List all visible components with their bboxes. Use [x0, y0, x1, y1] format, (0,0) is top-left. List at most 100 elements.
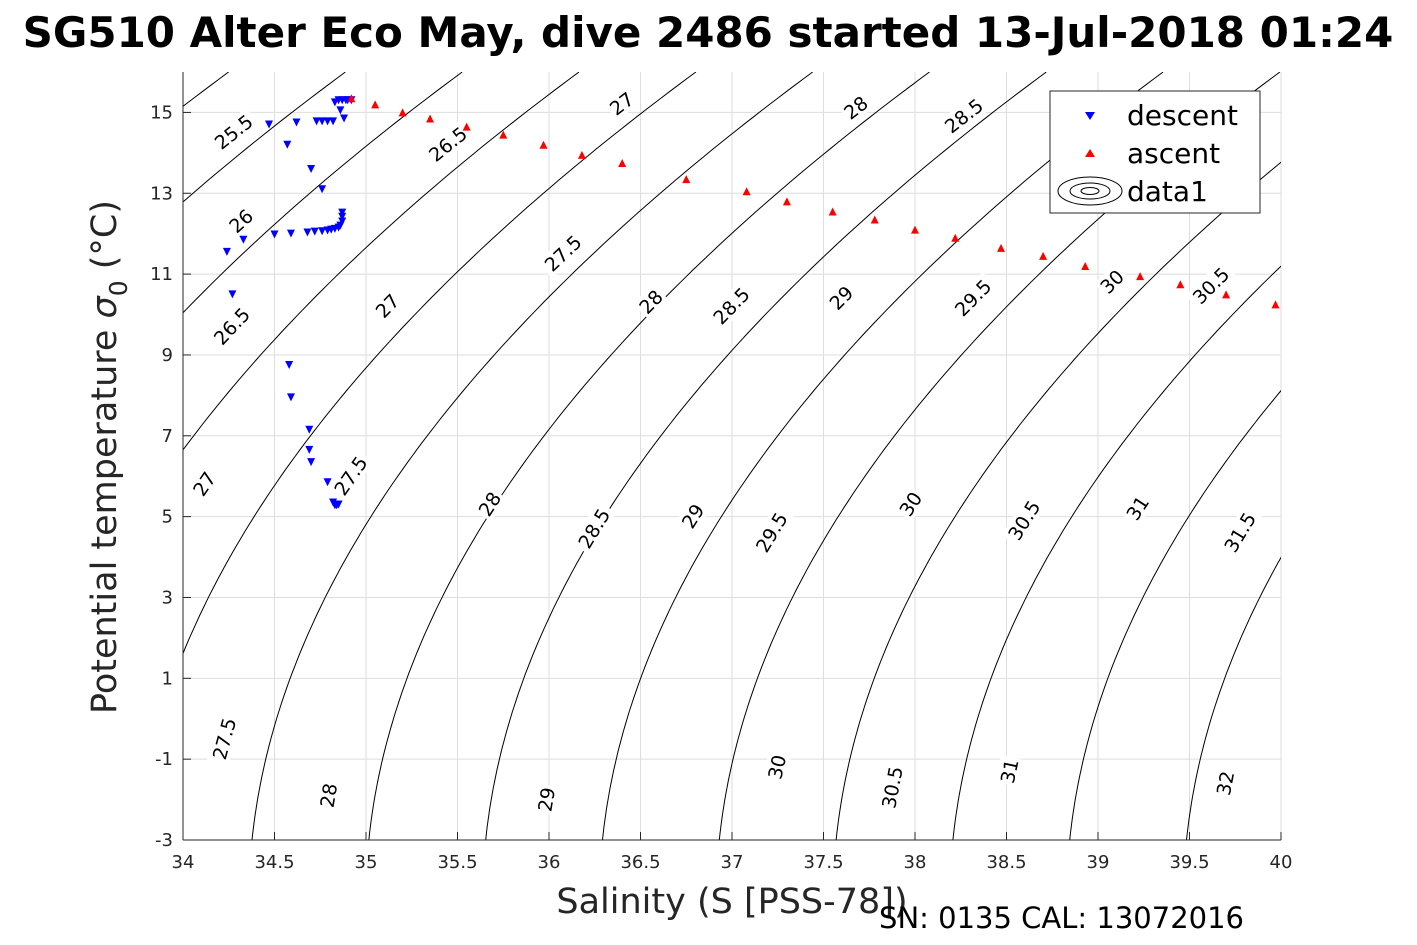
descent-point [228, 290, 237, 299]
descent-point [323, 117, 332, 126]
contour-label-bg [533, 783, 560, 816]
contour-label-bg [327, 448, 374, 503]
footer-note: SN: 0135 CAL: 13072016 [879, 901, 1244, 935]
contour-label-text: 29 [534, 786, 560, 814]
contour-label-bg [223, 203, 259, 239]
ascent-point [347, 94, 356, 103]
contour-label-bg [1217, 505, 1263, 560]
ascent-point [997, 243, 1006, 252]
legend: descent ascent data1 [1049, 90, 1261, 214]
descent-point [338, 212, 347, 221]
svg-text:Potential temperature σ0 (°C): Potential temperature σ0 (°C) [85, 200, 133, 714]
y-axis-label-space-2 [85, 269, 125, 280]
descent-point [330, 98, 339, 107]
x-tick-label: 35.5 [437, 852, 477, 873]
contour-label-bg [675, 498, 710, 534]
contour-line-32 [1186, 556, 1281, 840]
descent-point [334, 500, 343, 509]
contour-label-bg [893, 486, 928, 522]
ascent-point [426, 114, 435, 123]
descent-point [239, 235, 248, 244]
x-tick-label: 36.5 [620, 852, 660, 873]
ascent-point [499, 130, 508, 139]
descent-point [340, 114, 349, 123]
legend-ascent-label: ascent [1127, 137, 1220, 170]
contour-label-bg [876, 760, 908, 814]
x-tick-label: 36 [538, 852, 561, 873]
contour-label: 28 [315, 779, 342, 812]
descent-point [310, 227, 319, 236]
contour-line-29-5 [602, 72, 1164, 840]
descent-point [283, 140, 292, 149]
y-axis-label-unit: (°C) [85, 200, 125, 269]
contour-line-26-5 [183, 72, 463, 314]
y-tick-label: 9 [162, 345, 173, 366]
y-tick-label: -1 [155, 749, 173, 770]
ascent-point [1271, 300, 1280, 309]
legend-contour-icon [1057, 176, 1123, 206]
x-axis-label: Salinity (S [PSS-78]) [556, 882, 907, 922]
descent-point [305, 445, 314, 454]
contour-label-text: 30 [764, 753, 791, 781]
descent-point [307, 458, 316, 467]
legend-contour-label: data1 [1127, 175, 1208, 208]
ascent-point [1176, 280, 1185, 289]
contour-line-28 [251, 72, 813, 840]
descent-point [318, 117, 327, 126]
ascent-point [682, 175, 691, 184]
contour-line-29 [485, 72, 1047, 840]
y-axis-label-subscript: 0 [104, 280, 133, 296]
ascent-point [742, 187, 751, 196]
x-tick-label: 34 [172, 852, 195, 873]
y-tick-label: 1 [162, 668, 173, 689]
contour-label-text: 28 [316, 782, 342, 810]
descent-point [265, 120, 274, 129]
x-tick-label: 39 [1087, 852, 1110, 873]
contour-label-bg [749, 505, 794, 560]
descent-point [292, 118, 301, 127]
x-tick-label: 35 [355, 852, 378, 873]
contour-label-bg [633, 284, 669, 320]
descent-point [222, 247, 231, 256]
descent-point [270, 230, 279, 239]
descent-point [286, 393, 295, 402]
x-tick-label: 37 [721, 852, 744, 873]
data-markers [222, 94, 1280, 510]
x-tick-label: 38 [904, 852, 927, 873]
descent-point [336, 106, 345, 115]
contour-label-bg [421, 119, 475, 169]
ascent-point [828, 207, 837, 216]
descent-point [323, 478, 332, 487]
contour-label-bg [937, 91, 991, 140]
tick-labels: 34 34.5 35 35.5 36 36.5 37 37.5 38 38.5 39 39.5 40-3… [150, 102, 1292, 873]
y-tick-label: 7 [162, 426, 173, 447]
descent-point [318, 227, 327, 236]
y-tick-label: 3 [162, 587, 173, 608]
descent-point [303, 228, 312, 237]
descent-point [338, 208, 347, 217]
contour-label-bg [369, 287, 405, 324]
contour-label-bg [1185, 260, 1237, 311]
descent-point [323, 226, 332, 235]
descent-point [312, 117, 321, 126]
ascent-point [1081, 262, 1090, 271]
contour-label-bg [603, 86, 640, 121]
contour-label: 30 [763, 750, 791, 784]
x-tick-label: 37.5 [803, 852, 843, 873]
descent-point [305, 425, 314, 434]
y-axis-label-main: Potential temperature [85, 330, 125, 714]
x-tick-label: 38.5 [986, 852, 1026, 873]
contour-label: 29 [533, 783, 560, 816]
descent-point [318, 185, 327, 194]
contour-label-bg [763, 750, 791, 784]
descent-point [285, 361, 294, 370]
y-axis-label: Potential temperature σ0 (°C) [85, 200, 133, 714]
x-tick-label: 40 [1270, 852, 1293, 873]
contour-label-text: 32 [1213, 769, 1239, 797]
ascent-point [1136, 272, 1145, 281]
descent-point [307, 165, 316, 174]
legend-descent-marker [1085, 112, 1095, 120]
contour-label-bg [995, 755, 1023, 788]
ascent-point [1222, 290, 1231, 299]
